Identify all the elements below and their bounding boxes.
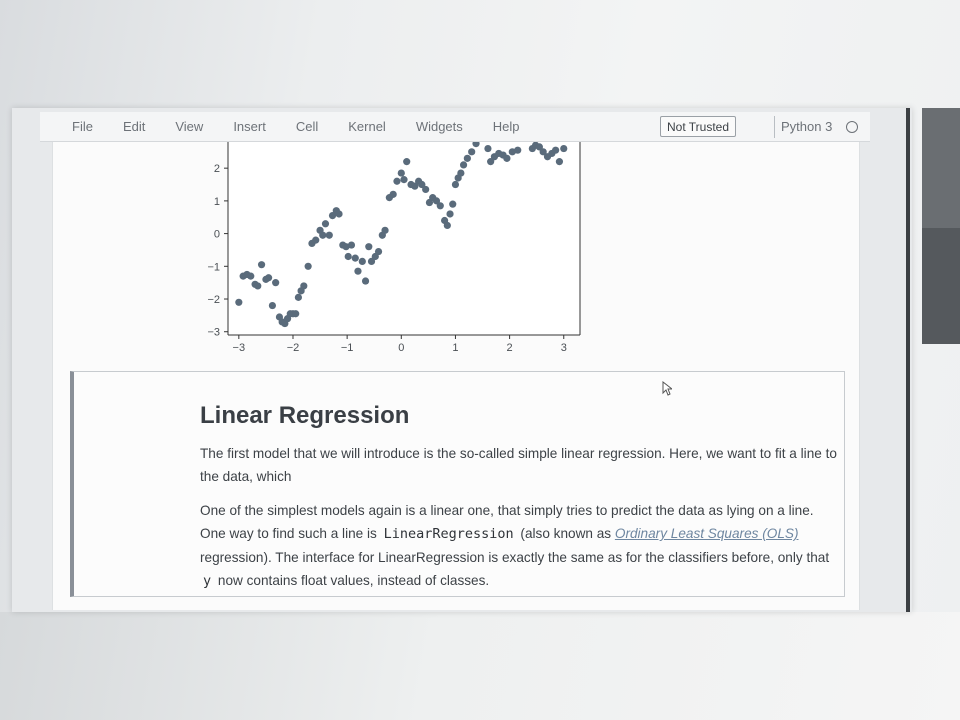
x-tick-label: −2 bbox=[287, 342, 300, 354]
data-point bbox=[451, 180, 460, 189]
data-point bbox=[304, 262, 312, 270]
kernel-separator bbox=[774, 116, 775, 138]
data-point bbox=[268, 301, 277, 310]
data-point bbox=[535, 143, 543, 151]
data-point bbox=[294, 293, 302, 301]
data-point bbox=[342, 243, 350, 251]
data-point bbox=[367, 257, 376, 265]
data-point bbox=[272, 279, 280, 287]
y-tick-label: 0 bbox=[214, 229, 220, 241]
paragraph-intro: The first model that we will introduce i… bbox=[200, 446, 837, 484]
text-segment: One of the simplest models again is a li… bbox=[200, 503, 814, 541]
menu-kernel[interactable]: Kernel bbox=[348, 119, 386, 134]
y-tick-label: 1 bbox=[214, 196, 220, 208]
menu-insert[interactable]: Insert bbox=[233, 119, 266, 134]
not-trusted-button[interactable]: Not Trusted bbox=[660, 116, 737, 137]
data-point bbox=[411, 182, 419, 190]
data-point bbox=[361, 277, 370, 285]
data-point bbox=[265, 274, 273, 282]
y-tick-label: 2 bbox=[214, 163, 220, 175]
data-point bbox=[397, 169, 405, 177]
data-point bbox=[247, 272, 255, 280]
data-point bbox=[292, 310, 300, 318]
data-point bbox=[351, 254, 359, 262]
menu-widgets[interactable]: Widgets bbox=[415, 119, 463, 134]
menu-edit[interactable]: Edit bbox=[122, 119, 146, 134]
data-point bbox=[418, 180, 426, 189]
data-point bbox=[381, 226, 389, 234]
x-tick-label: 1 bbox=[452, 342, 458, 354]
menubar: File Edit View Insert Cell Kernel Widget… bbox=[40, 112, 870, 142]
data-point bbox=[508, 148, 516, 156]
data-point bbox=[400, 176, 408, 184]
data-point bbox=[503, 154, 511, 162]
data-point bbox=[560, 144, 568, 153]
data-point bbox=[347, 241, 356, 249]
data-point bbox=[325, 231, 333, 239]
data-point bbox=[389, 190, 397, 198]
data-point bbox=[487, 158, 495, 166]
data-point bbox=[257, 261, 266, 269]
y-tick-label: −3 bbox=[207, 327, 220, 339]
text-segment: (also known as bbox=[516, 526, 615, 541]
data-point bbox=[443, 221, 451, 230]
data-point bbox=[312, 236, 320, 244]
data-point bbox=[472, 142, 480, 148]
menu-help[interactable]: Help bbox=[492, 119, 520, 134]
kernel-idle-icon bbox=[846, 121, 858, 133]
paragraph-ols: One of the simplest models again is a li… bbox=[200, 499, 840, 593]
background bbox=[0, 612, 960, 720]
data-point bbox=[484, 144, 492, 153]
data-point bbox=[354, 267, 362, 275]
data-point bbox=[468, 148, 476, 156]
data-point bbox=[459, 161, 468, 169]
kernel-name: Python 3 bbox=[781, 119, 833, 134]
data-point bbox=[422, 185, 430, 194]
code-linear-regression: LinearRegression bbox=[383, 526, 514, 542]
data-point bbox=[254, 282, 262, 290]
data-point bbox=[552, 146, 560, 154]
data-point bbox=[235, 298, 243, 306]
data-point bbox=[335, 210, 343, 218]
data-point bbox=[403, 158, 411, 166]
data-point bbox=[358, 257, 366, 265]
data-point bbox=[555, 158, 564, 166]
data-point bbox=[457, 169, 465, 177]
menu-view[interactable]: View bbox=[175, 119, 204, 134]
data-point bbox=[463, 154, 471, 162]
x-tick-label: 2 bbox=[507, 342, 513, 354]
data-point bbox=[449, 200, 457, 208]
menu-cell[interactable]: Cell bbox=[295, 119, 319, 134]
menu-file[interactable]: File bbox=[72, 119, 93, 134]
data-point bbox=[514, 146, 522, 154]
data-point bbox=[321, 220, 330, 228]
data-point bbox=[432, 197, 441, 205]
y-tick-label: −1 bbox=[207, 261, 220, 273]
markdown-cell[interactable]: Linear Regression The first model that w… bbox=[70, 371, 845, 597]
scatter-plot: −3 −2 −1 0 1 2 3 −3 −2 −1 0 1 2 bbox=[207, 142, 581, 354]
data-point bbox=[436, 202, 444, 210]
data-point bbox=[300, 282, 308, 290]
data-point bbox=[344, 252, 352, 261]
data-point bbox=[328, 212, 337, 220]
cell-heading: Linear Regression bbox=[200, 402, 410, 429]
data-point bbox=[539, 148, 547, 156]
data-point bbox=[319, 231, 327, 239]
data-point bbox=[393, 177, 401, 185]
x-tick-label: −3 bbox=[233, 342, 246, 354]
code-y: y bbox=[203, 573, 212, 589]
data-point bbox=[374, 247, 383, 256]
text-segment: now contains float values, instead of cl… bbox=[214, 573, 490, 588]
data-point bbox=[446, 210, 454, 218]
x-tick-label: −1 bbox=[341, 342, 354, 354]
ols-link[interactable]: Ordinary Least Squares (OLS) bbox=[614, 526, 799, 541]
data-point bbox=[365, 243, 373, 251]
x-tick-label: 3 bbox=[561, 342, 567, 354]
window-edge bbox=[906, 108, 910, 612]
y-tick-label: −2 bbox=[207, 294, 220, 306]
x-tick-label: 0 bbox=[398, 342, 404, 354]
text-segment: regression). The interface for LinearReg… bbox=[200, 550, 830, 565]
mouse-pointer-icon bbox=[662, 381, 672, 396]
side-panel bbox=[922, 108, 960, 344]
